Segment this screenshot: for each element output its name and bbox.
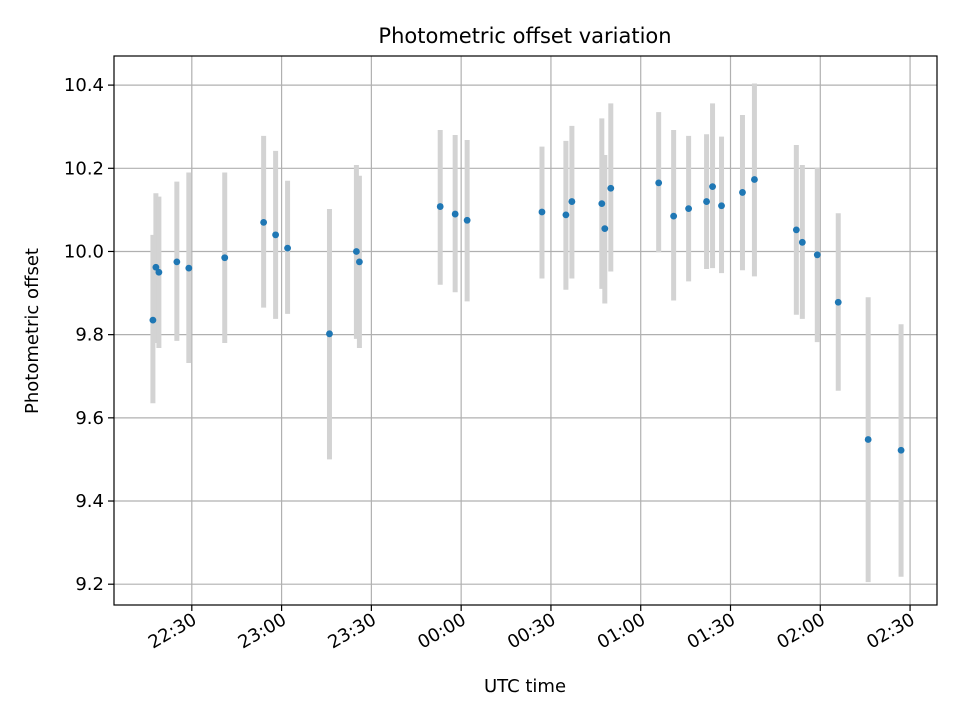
data-point bbox=[864, 436, 872, 443]
data-point bbox=[813, 251, 821, 259]
data-point bbox=[272, 231, 280, 239]
data-point bbox=[155, 268, 163, 276]
grid-lines bbox=[114, 56, 937, 605]
data-point bbox=[655, 179, 663, 187]
data-point bbox=[463, 216, 471, 224]
data-point bbox=[607, 184, 615, 192]
y-tick-label: 10.0 bbox=[64, 241, 104, 262]
data-point bbox=[601, 225, 609, 233]
data-points bbox=[149, 176, 905, 454]
data-point bbox=[709, 183, 716, 190]
data-point bbox=[834, 298, 842, 306]
y-axis-ticks: 9.2 9.4 9.6 9.8 10.0 10.2 10.4 bbox=[64, 75, 114, 595]
data-point bbox=[185, 264, 193, 272]
data-point bbox=[221, 254, 229, 262]
axes-frame bbox=[113, 55, 938, 606]
data-point bbox=[798, 238, 806, 246]
data-point bbox=[718, 202, 725, 210]
y-tick-label: 9.6 bbox=[75, 408, 104, 429]
data-point bbox=[792, 226, 800, 234]
data-point bbox=[173, 258, 181, 266]
data-point bbox=[751, 176, 758, 183]
data-point bbox=[562, 211, 570, 219]
data-point bbox=[685, 205, 693, 213]
y-tick-label: 10.4 bbox=[64, 75, 104, 96]
x-axis-label: UTC time bbox=[484, 676, 566, 697]
y-axis-label: Photometric offset bbox=[22, 248, 43, 414]
data-point bbox=[356, 258, 363, 266]
data-point bbox=[703, 198, 710, 205]
y-tick-label: 9.8 bbox=[75, 325, 104, 346]
data-point bbox=[568, 198, 576, 205]
data-point bbox=[897, 446, 905, 454]
data-point bbox=[284, 244, 291, 252]
data-point bbox=[149, 316, 157, 324]
data-point bbox=[739, 189, 746, 196]
data-point bbox=[451, 210, 459, 218]
data-point bbox=[538, 208, 546, 216]
chart-title: Photometric offset variation bbox=[378, 24, 671, 48]
data-point bbox=[598, 200, 606, 208]
y-tick-label: 10.2 bbox=[64, 158, 104, 179]
data-point bbox=[670, 212, 678, 220]
data-point bbox=[326, 330, 333, 338]
data-point bbox=[436, 203, 444, 210]
y-tick-label: 9.2 bbox=[75, 574, 104, 595]
y-tick-label: 9.4 bbox=[75, 491, 104, 512]
data-point bbox=[260, 218, 268, 226]
data-point bbox=[152, 263, 160, 271]
data-point bbox=[353, 248, 360, 255]
